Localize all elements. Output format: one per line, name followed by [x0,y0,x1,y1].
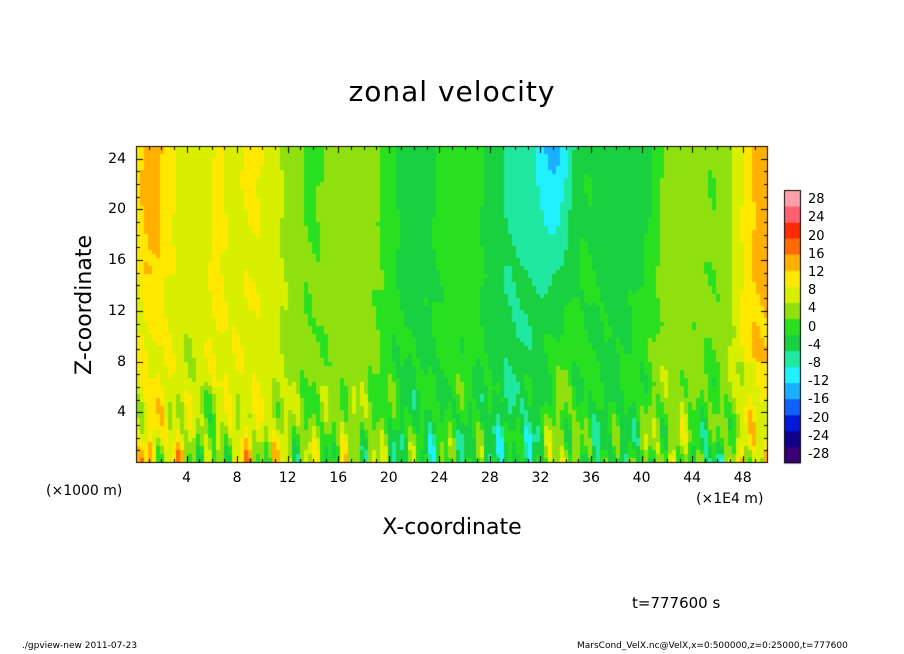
y-tick-label: 4 [117,404,126,421]
y-tick-label: 24 [108,150,126,167]
x-axis-label: X-coordinate [382,515,522,540]
x-tick-label: 20 [379,470,398,486]
footer-right-text: MarsCond_VelX.nc@VelX,x=0:500000,z=0:250… [577,641,848,651]
y-tick-label: 16 [108,252,126,269]
y-tick-label: 8 [117,353,126,370]
colorbar-tick-label: 12 [808,264,825,280]
colorbar-tick-label: -4 [808,337,821,353]
x-tick-label: 40 [632,470,651,486]
colorbar-tick-label: -8 [808,355,821,371]
y-axis-label: Z-coordinate [72,235,97,375]
colorbar-tick-label: 4 [808,301,817,317]
colorbar-tick-label: 24 [808,210,825,226]
footer-left-text: ./gpview-new 2011-07-23 [22,641,138,651]
x-tick-label: 44 [683,470,702,486]
x-unit-label-right: (×1E4 m) [696,491,764,507]
colorbar-tick-label: -12 [808,374,830,390]
x-tick-label: 48 [733,470,752,486]
colorbar-tick-label: -16 [808,392,830,408]
colorbar-tick-label: -28 [808,446,830,462]
x-tick-label: 4 [182,470,192,486]
colorbar-tick-label: -24 [808,428,830,444]
x-tick-label: 36 [582,470,600,486]
colorbar-tick-label: 16 [808,246,825,262]
x-tick-label: 8 [232,470,242,486]
colorbar-tick-label: -20 [808,410,830,426]
colorbar-tick-label: 28 [808,192,825,208]
time-annotation: t=777600 s [632,594,721,612]
x-tick-label: 12 [278,470,297,486]
x-tick-label: 16 [329,470,348,486]
x-unit-label-left: (×1000 m) [46,483,123,499]
y-tick-label: 20 [108,201,126,218]
y-tick-label: 12 [108,302,126,319]
colorbar-tick-label: 20 [808,228,825,244]
x-tick-label: 32 [531,470,550,486]
chart-title: zonal velocity [348,75,556,108]
colorbar-tick-label: 0 [808,319,817,335]
x-tick-label: 24 [430,470,449,486]
x-tick-label: 28 [480,470,499,486]
colorbar-tick-label: 8 [808,283,817,299]
